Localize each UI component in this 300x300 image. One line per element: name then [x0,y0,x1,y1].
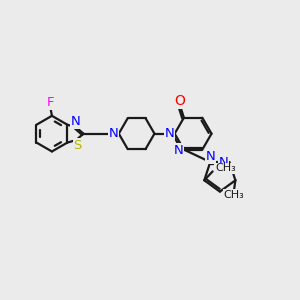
Text: F: F [47,96,54,109]
Text: N: N [164,127,174,140]
Text: N: N [174,144,183,157]
Text: O: O [174,94,185,108]
Text: N: N [206,150,215,163]
Text: CH₃: CH₃ [215,164,236,173]
Text: N: N [71,116,80,128]
Text: CH₃: CH₃ [224,190,244,200]
Text: S: S [73,139,82,152]
Text: N: N [219,155,228,169]
Text: N: N [109,127,118,140]
